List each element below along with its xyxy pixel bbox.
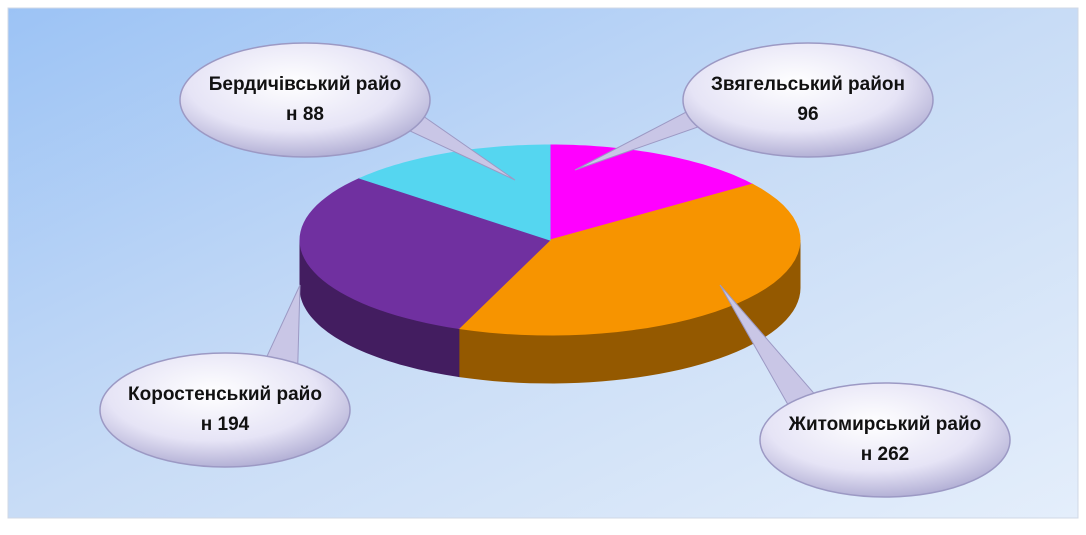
category-label: Звягельський район (711, 74, 905, 95)
callout (179, 42, 431, 158)
slice (457, 183, 801, 336)
category-label: Бердичівський район (208, 74, 402, 125)
value-label: 194 (217, 414, 250, 435)
value-label: 262 (877, 444, 910, 465)
category-label: Коростенський район (128, 384, 322, 435)
slice (549, 144, 754, 241)
callout (682, 42, 934, 158)
slice (299, 177, 551, 330)
data-label: Звягельський район 96 (708, 70, 908, 130)
callout (759, 382, 1011, 498)
callout (99, 352, 351, 468)
slice (358, 144, 551, 241)
data-label: Коростенський район 194 (125, 380, 325, 440)
category-label: Житомирський район (788, 414, 982, 465)
value-label: 96 (797, 104, 819, 125)
data-label: Житомирський район 262 (785, 410, 985, 470)
data-label: Бердичівський район 88 (205, 70, 405, 130)
value-label: 88 (302, 104, 324, 125)
